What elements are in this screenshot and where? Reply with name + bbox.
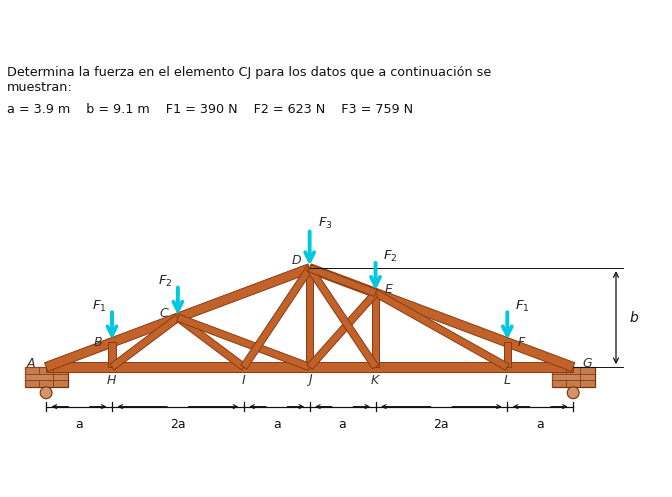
Polygon shape (504, 342, 511, 367)
Text: Determina la fuerza en el elemento CJ para los datos que a continuación se: Determina la fuerza en el elemento CJ pa… (7, 66, 491, 79)
Bar (552, 367, 595, 374)
Text: $F_3$: $F_3$ (318, 216, 332, 231)
Polygon shape (308, 265, 377, 296)
Polygon shape (177, 314, 311, 370)
Text: 2a: 2a (433, 418, 449, 431)
Circle shape (567, 387, 579, 399)
Polygon shape (306, 268, 313, 367)
Text: $\it{G}$: $\it{G}$ (582, 357, 593, 370)
Polygon shape (307, 291, 378, 369)
Text: $F_2$: $F_2$ (384, 249, 398, 264)
Text: $F_1$: $F_1$ (92, 299, 107, 314)
Bar (552, 380, 595, 387)
Polygon shape (110, 315, 180, 370)
Text: 2a: 2a (170, 418, 185, 431)
Bar (25, 367, 67, 387)
Text: a = 3.9 m    b = 9.1 m    F1 = 390 N    F2 = 623 N    F3 = 759 N: a = 3.9 m b = 9.1 m F1 = 390 N F2 = 623 … (7, 103, 413, 116)
Polygon shape (44, 264, 311, 371)
Text: $\it{E}$: $\it{E}$ (384, 282, 394, 296)
Text: $\it{C}$: $\it{C}$ (159, 307, 170, 320)
Polygon shape (306, 266, 378, 369)
Text: $\it{J}$: $\it{J}$ (306, 372, 313, 388)
Text: $\it{K}$: $\it{K}$ (370, 374, 381, 387)
Text: a: a (339, 418, 347, 431)
Text: a: a (75, 418, 83, 431)
Text: a: a (273, 418, 281, 431)
Bar (552, 374, 595, 380)
Text: a: a (536, 418, 544, 431)
Text: $\it{L}$: $\it{L}$ (503, 374, 511, 387)
Text: $F_1$: $F_1$ (515, 299, 530, 314)
Text: $\it{B}$: $\it{B}$ (93, 336, 102, 349)
Text: $\it{H}$: $\it{H}$ (106, 374, 118, 387)
Text: $\it{D}$: $\it{D}$ (291, 254, 302, 267)
Polygon shape (241, 266, 312, 369)
Text: b: b (629, 311, 638, 325)
Text: $\it{I}$: $\it{I}$ (241, 374, 247, 387)
Bar (25, 380, 67, 387)
Polygon shape (108, 342, 116, 367)
Polygon shape (308, 264, 575, 371)
Text: $\it{F}$: $\it{F}$ (517, 336, 526, 349)
Text: $\it{A}$: $\it{A}$ (26, 357, 37, 370)
Bar (552, 367, 595, 387)
Polygon shape (175, 315, 246, 370)
Bar (25, 374, 67, 380)
Polygon shape (374, 290, 509, 370)
Text: $F_2$: $F_2$ (158, 274, 173, 289)
Circle shape (40, 387, 52, 399)
Polygon shape (46, 362, 573, 372)
Polygon shape (372, 293, 379, 367)
Bar (25, 367, 67, 374)
Text: muestran:: muestran: (7, 81, 73, 93)
